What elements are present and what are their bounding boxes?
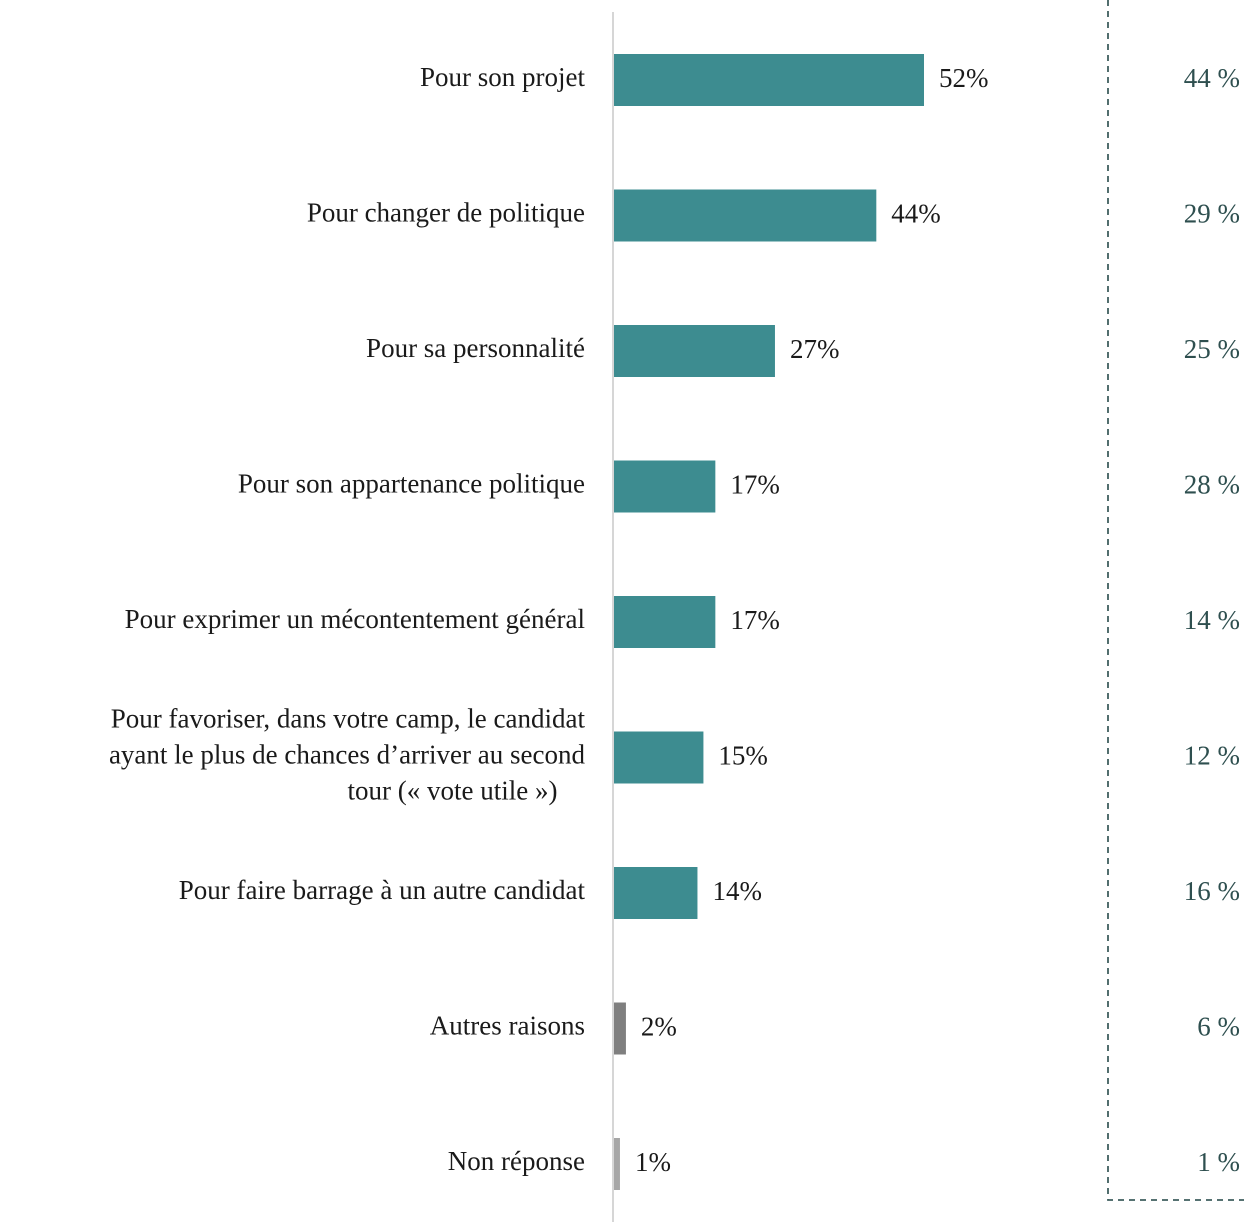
- comparison-value-label: 29 %: [1184, 199, 1240, 229]
- bar: [614, 731, 704, 784]
- comparison-value-label: 44 %: [1184, 63, 1240, 93]
- category-label: Pour faire barrage à un autre candidat: [179, 875, 586, 905]
- category-label: Pour son projet: [420, 62, 585, 92]
- category-label: Non réponse: [448, 1146, 585, 1176]
- comparison-value-label: 25 %: [1184, 334, 1240, 364]
- bar: [614, 596, 716, 648]
- comparison-value-label: 1 %: [1197, 1147, 1240, 1177]
- bar-value-label: 52%: [939, 63, 989, 93]
- bar-value-label: 17%: [730, 605, 780, 635]
- bar-value-label: 14%: [712, 876, 762, 906]
- category-label: Autres raisons: [430, 1011, 585, 1041]
- bar-value-label: 1%: [635, 1147, 671, 1177]
- category-label: Pour exprimer un mécontentement général: [125, 604, 585, 634]
- category-label: Pour son appartenance politique: [238, 469, 585, 499]
- bar-value-label: 27%: [790, 334, 840, 364]
- category-label: ayant le plus de chances d’arriver au se…: [109, 740, 586, 770]
- category-label: Pour changer de politique: [307, 198, 585, 228]
- category-label: Pour sa personnalité: [366, 333, 585, 363]
- bar-value-label: 2%: [641, 1012, 677, 1042]
- comparison-value-label: 28 %: [1184, 470, 1240, 500]
- bar: [614, 867, 698, 919]
- comparison-value-label: 14 %: [1184, 605, 1240, 635]
- bar: [614, 54, 924, 106]
- bar: [614, 460, 716, 513]
- comparison-value-label: 12 %: [1184, 741, 1240, 771]
- bar: [614, 189, 877, 242]
- bar: [614, 325, 775, 377]
- category-label: tour (« vote utile »): [348, 776, 558, 806]
- category-label: Pour favoriser, dans votre camp, le cand…: [111, 704, 586, 734]
- comparison-value-label: 16 %: [1184, 876, 1240, 906]
- comparison-frame: [1107, 0, 1244, 1201]
- bar-value-label: 44%: [891, 199, 941, 229]
- bar-value-label: 17%: [730, 470, 780, 500]
- bar: [614, 1002, 626, 1055]
- comparison-value-label: 6 %: [1197, 1012, 1240, 1042]
- bar: [614, 1138, 620, 1190]
- bar-value-label: 15%: [718, 741, 768, 771]
